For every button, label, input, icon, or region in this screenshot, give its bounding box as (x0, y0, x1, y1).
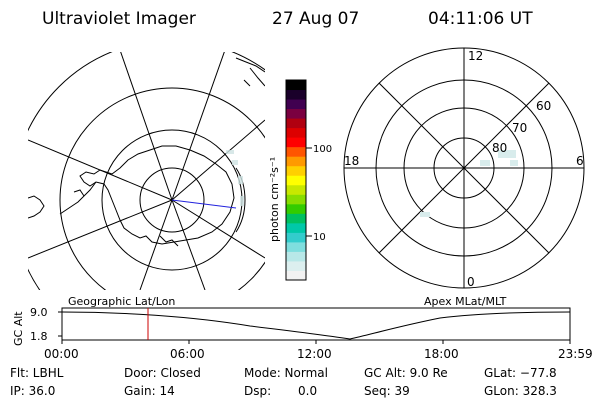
aurora-speck (232, 160, 238, 165)
info-door: Door: Closed (124, 366, 201, 380)
colorbar-cell (286, 99, 306, 110)
meridian-line (28, 199, 173, 259)
colorbar-cell (286, 213, 306, 224)
lat-circle (59, 87, 265, 290)
colorbar-cell (286, 251, 306, 262)
x-tick-label: 12:00 (297, 347, 332, 361)
x-tick-label: 18:00 (424, 347, 459, 361)
colorbar-cell (286, 260, 306, 271)
x-tick-label: 00:00 (44, 347, 79, 361)
mlt-label-top: 12 (468, 49, 483, 63)
info-mode: Mode: Normal (244, 366, 328, 380)
info-dsp: Dsp: (244, 384, 271, 398)
colorbar-cell (286, 203, 306, 214)
meridian-line (120, 52, 173, 201)
altitude-timeline: 9.0 1.8 GC Alt 00:00 06:00 12:00 18:00 2… (12, 306, 593, 361)
mlt-label-right: 6 (576, 154, 584, 168)
y-tick-label-9: 9.0 (30, 306, 48, 319)
x-tick-label: 23:59 (558, 347, 593, 361)
colorbar-cell (286, 127, 306, 138)
info-seq: Seq: 39 (364, 384, 410, 398)
colorbar-tick-100: 100 (313, 144, 332, 155)
antarctic-peninsula (59, 181, 97, 215)
colorbar-cell (286, 194, 306, 205)
lat-label-60: 60 (536, 99, 551, 113)
lat-circle (139, 167, 205, 233)
timeline-frame (61, 307, 571, 341)
aurora-speck (498, 150, 516, 158)
colorbar-label: photon cm⁻²s⁻¹ (268, 157, 281, 242)
colorbar-cell (286, 175, 306, 186)
aurora-speck (226, 150, 234, 154)
info-gc-alt: GC Alt: 9.0 Re (364, 366, 448, 380)
south-america-coastline (28, 195, 45, 219)
right-panel-caption: Apex MLat/MLT (424, 295, 507, 308)
meridian-line (171, 119, 265, 201)
x-tick-label: 06:00 (170, 347, 205, 361)
aurora-speck (238, 176, 243, 184)
colorbar-cell (286, 118, 306, 129)
colorbar-cell (286, 108, 306, 119)
info-glon: GLon: 328.3 (484, 384, 557, 398)
magnetic-polar-plot: 12 18 6 0 60 70 80 (343, 47, 585, 289)
colorbar-cell (286, 80, 306, 91)
antarctica-coastline (79, 145, 235, 245)
aurora-speck (510, 160, 518, 166)
timeline-ylabel: GC Alt (12, 311, 25, 346)
geographic-map (28, 52, 265, 290)
header-time: 04:11:06 UT (428, 9, 533, 29)
colorbar-cell (286, 232, 306, 243)
terminator-curve (235, 167, 246, 233)
info-filter: Flt: LBHL (10, 366, 64, 380)
mlt-label-left: 18 (344, 154, 359, 168)
info-ip: IP: 36.0 (10, 384, 55, 398)
meridian-line (171, 52, 225, 201)
info-glat: GLat: −77.8 (484, 366, 557, 380)
colorbar-cell (286, 89, 306, 100)
colorbar-cell (286, 241, 306, 252)
y-tick-label-1.8: 1.8 (30, 330, 48, 343)
color-bar-frame (285, 79, 307, 281)
info-gain: Gain: 14 (124, 384, 175, 398)
coastline-fragment (159, 235, 179, 247)
meridian-line (171, 199, 206, 290)
header-title: Ultraviolet Imager (42, 9, 196, 29)
colorbar-cell (286, 222, 306, 233)
colorbar-cell (286, 184, 306, 195)
sun-direction-line (171, 199, 237, 209)
mlt-diagonal (378, 82, 550, 254)
colorbar-cell (286, 146, 306, 157)
lat-label-70: 70 (512, 121, 527, 135)
header-date: 27 Aug 07 (272, 9, 359, 29)
colorbar-cell (286, 165, 306, 176)
aurora-speck (480, 160, 490, 166)
colorbar-cell (286, 137, 306, 148)
meridian-line (171, 199, 265, 259)
info-dsp-value: 0.0 (298, 384, 317, 398)
aurora-speck (420, 212, 430, 217)
label-bg (466, 50, 482, 63)
australia-coastline (235, 57, 265, 73)
colorbar-cell (286, 270, 306, 281)
meridian-line (139, 199, 173, 290)
color-bar: 100 10 photon cm⁻²s⁻¹ (268, 79, 332, 281)
aurora-speck (240, 196, 244, 206)
mlt-label-bottom: 0 (467, 275, 475, 289)
info-panel: Flt: LBHL IP: 36.0 Door: Closed Gain: 14… (10, 366, 557, 398)
altitude-curve (61, 311, 571, 340)
colorbar-cell (286, 156, 306, 167)
lat-label-80: 80 (492, 141, 507, 155)
colorbar-tick-10: 10 (313, 232, 326, 243)
left-panel-caption: Geographic Lat/Lon (68, 295, 175, 308)
coastline-fragment (243, 67, 265, 87)
